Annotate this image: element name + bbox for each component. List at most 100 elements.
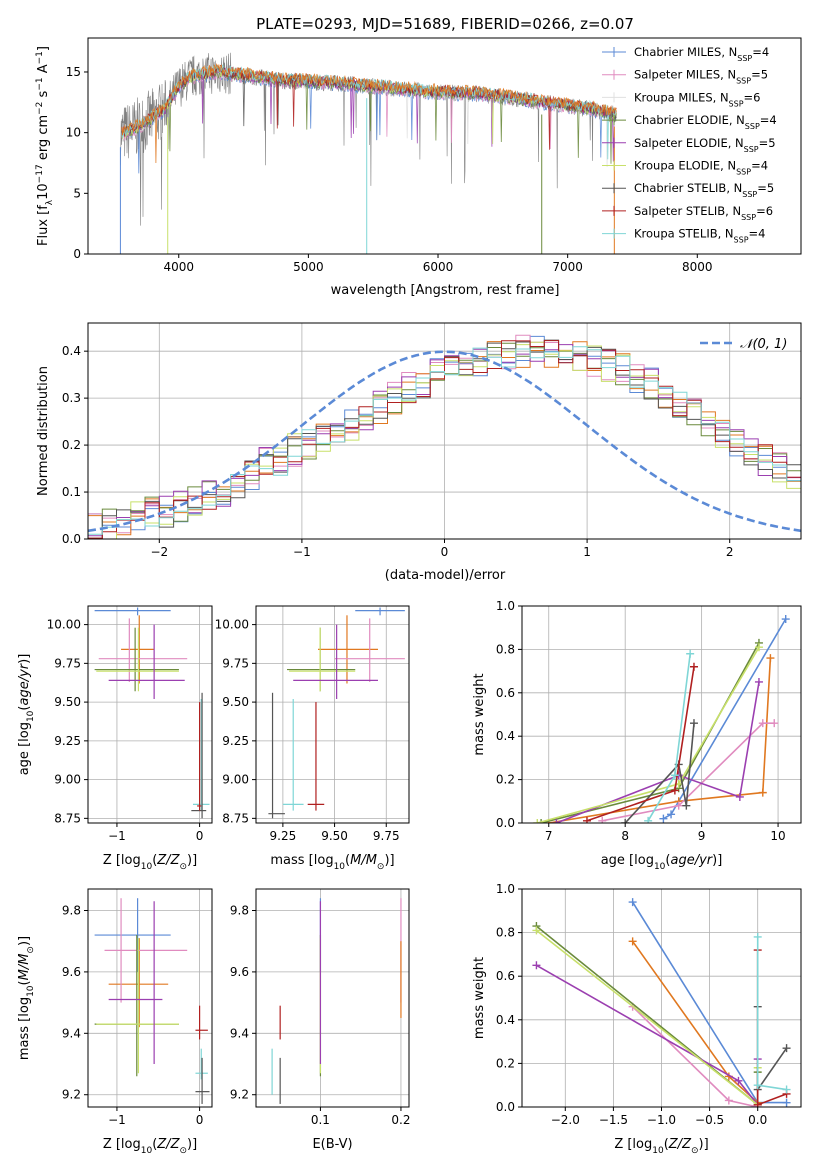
x-tick-label: 10 — [770, 829, 785, 843]
axes-frame — [255, 888, 410, 1108]
y-tick-label: 0.1 — [62, 485, 81, 499]
data-point-marker — [537, 819, 546, 823]
data-point-marker — [628, 937, 637, 946]
data-point-marker — [621, 819, 630, 823]
y-tick-label: 0.0 — [62, 532, 81, 546]
legend-text: Chabrier ELODIE, N — [634, 113, 745, 127]
y-tick-label: 0.8 — [496, 926, 515, 940]
label-part: 10 — [654, 862, 666, 872]
legend-entry: Chabrier ELODIE, NSSP=4 — [634, 113, 777, 131]
axes-frame — [87, 605, 213, 824]
label-part: 10 — [36, 183, 51, 200]
label-part: ( — [665, 853, 670, 868]
y-axis-label: mass [log10(M/M⊙)] — [17, 936, 36, 1060]
y-tick-label: 8.75 — [54, 811, 81, 825]
legend-text: Kroupa STELIB, N — [634, 227, 734, 241]
y-axis-label: mass weight — [472, 673, 487, 755]
y-tick-label: 9.75 — [54, 656, 81, 670]
y-tick-label: 1.0 — [496, 882, 515, 896]
label-part: 10 — [141, 862, 153, 872]
x-tick-label: 2 — [726, 545, 734, 559]
label-part: M/M — [350, 853, 377, 868]
y-tick-label: 0.0 — [496, 816, 515, 830]
data-point-marker — [628, 898, 637, 907]
y-tick-label: 0.4 — [496, 729, 515, 743]
y-tick-label: 9.00 — [54, 773, 81, 787]
x-tick-label: 0 — [441, 545, 449, 559]
legend-suffix: =4 — [752, 45, 769, 59]
axes-frame — [521, 605, 802, 824]
data-point-marker — [753, 932, 762, 941]
y-tick-label: 9.25 — [222, 734, 249, 748]
mass-weight-line — [756, 950, 787, 1106]
legend-sub: SSP — [745, 122, 760, 131]
x-axis-label: age [log10(age/yr)] — [601, 853, 723, 872]
x-axis-label: E(B-V) — [312, 1137, 352, 1152]
y-tick-label: 0.4 — [62, 344, 81, 358]
plot-area — [88, 606, 212, 823]
x-tick-label: 9.75 — [373, 829, 400, 843]
data-point-marker — [724, 1096, 733, 1105]
data-point-marker — [754, 677, 763, 686]
mass-weight-line — [756, 937, 787, 1091]
x-tick-label: 9.50 — [321, 829, 348, 843]
label-part: ( — [664, 1137, 669, 1152]
plot-area — [522, 606, 801, 823]
y-tick-label: 9.4 — [62, 1026, 81, 1040]
y-tick-label: 9.00 — [222, 773, 249, 787]
data-point-marker — [689, 719, 698, 728]
panel-spectrum: 4000 5000 6000 7000 8000 0 5 10 15 Chabrier MILES… — [35, 37, 802, 298]
label-part: M/M — [17, 954, 32, 981]
y-tick-label: 8.75 — [222, 811, 249, 825]
label-part: 10 — [652, 1146, 664, 1156]
label-part: )] — [187, 853, 197, 868]
data-point-marker — [552, 819, 561, 823]
legend-suffix: =4 — [760, 113, 777, 127]
data-point-marker — [758, 719, 767, 728]
label-part: s — [36, 90, 51, 101]
y-tick-label: 9.6 — [230, 965, 249, 979]
label-part: Z [log — [614, 1137, 652, 1152]
plot-area — [256, 889, 409, 1107]
x-tick-label: 9.25 — [270, 829, 297, 843]
axes-frame — [255, 605, 410, 824]
legend-sub: SSP — [744, 144, 759, 153]
y-tick-label: 1.0 — [496, 599, 515, 613]
y-tick-label: 0.3 — [62, 391, 81, 405]
legend-entry: Chabrier STELIB, NSSP=5 — [634, 181, 774, 199]
plot-area — [88, 889, 212, 1107]
x-tick-label: 0.0 — [748, 1113, 767, 1127]
y-tick-label: 10.00 — [215, 618, 249, 632]
panel-mass_vs_EBV: 0.1 0.2 9.2 9.4 9.6 9.8 E(B-V) — [230, 888, 410, 1152]
x-tick-label: −1 — [293, 545, 311, 559]
label-part: mass [log — [270, 853, 333, 868]
label-part: ⊙ — [691, 1146, 699, 1156]
y-tick-label: 0.8 — [496, 642, 515, 656]
label-part: )] — [17, 936, 32, 946]
y-tick-label: 10.00 — [47, 618, 81, 632]
x-axis-label: Z [log10(Z/Z⊙)] — [103, 1137, 197, 1156]
x-tick-label: 9 — [698, 829, 706, 843]
mass-weight-line — [556, 681, 760, 823]
legend-suffix: =5 — [759, 136, 776, 150]
label-part: 10 — [334, 862, 346, 872]
y-tick-label: 9.75 — [222, 656, 249, 670]
y-tick-label: 9.25 — [54, 734, 81, 748]
data-point-marker — [667, 810, 676, 819]
legend-sub: SSP — [737, 54, 752, 63]
label-part: −1 — [35, 77, 45, 90]
y-tick-label: 0.2 — [496, 1056, 515, 1070]
data-point-marker — [532, 926, 541, 935]
plot-area — [88, 323, 801, 539]
spectrum-model-line — [121, 63, 617, 164]
data-point-marker — [682, 801, 691, 810]
legend-text: Kroupa ELODIE, N — [634, 159, 736, 173]
data-point-marker — [758, 788, 767, 797]
data-point-marker — [533, 819, 542, 823]
y-tick-label: 0.6 — [496, 969, 515, 983]
x-axis-label: Z [log10(Z/Z⊙)] — [614, 1137, 708, 1156]
y-tick-label: 5 — [73, 186, 81, 200]
x-tick-label: 8 — [621, 829, 629, 843]
y-tick-label: 9.8 — [62, 903, 81, 917]
